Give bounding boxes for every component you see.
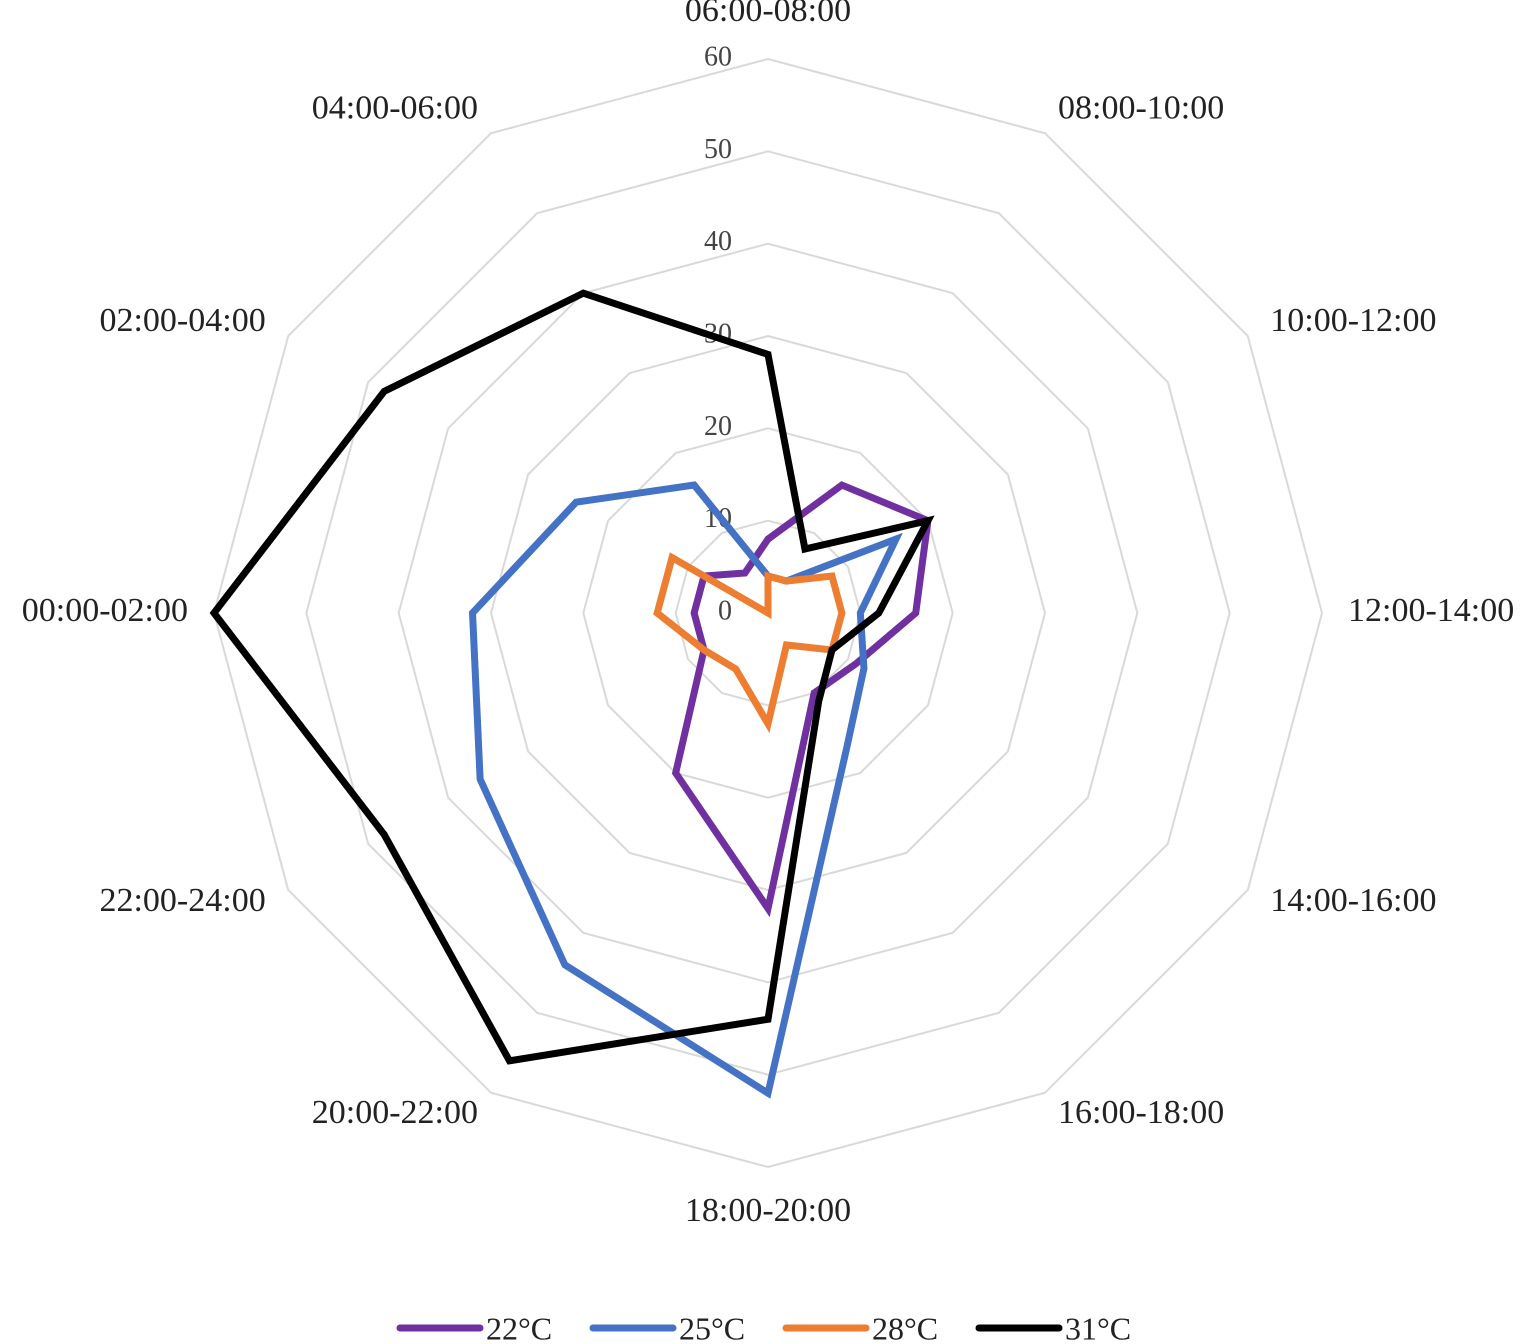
category-label: 20:00-22:00 bbox=[312, 1094, 478, 1131]
category-label: 10:00-12:00 bbox=[1270, 302, 1436, 339]
category-label: 22:00-24:00 bbox=[99, 882, 265, 919]
r-tick-label: 20 bbox=[704, 411, 732, 442]
grid-ring bbox=[212, 57, 1324, 1169]
grid-ring bbox=[489, 334, 1047, 892]
series-line bbox=[209, 289, 935, 1065]
grid-ring bbox=[397, 242, 1139, 984]
series-line bbox=[653, 552, 846, 734]
category-label: 04:00-06:00 bbox=[312, 90, 478, 127]
legend-label: 31°C bbox=[1065, 1310, 1131, 1344]
r-tick-label: 60 bbox=[704, 41, 732, 72]
r-tick-label: 40 bbox=[704, 226, 732, 257]
legend-label: 22°C bbox=[486, 1310, 552, 1344]
legend-label: 28°C bbox=[872, 1310, 938, 1344]
category-label: 02:00-04:00 bbox=[99, 302, 265, 339]
category-label: 14:00-16:00 bbox=[1270, 882, 1436, 919]
category-label: 16:00-18:00 bbox=[1058, 1094, 1224, 1131]
category-label: 12:00-14:00 bbox=[1348, 592, 1514, 629]
r-tick-label: 0 bbox=[718, 595, 732, 626]
grid-ring bbox=[305, 150, 1231, 1076]
category-label: 18:00-20:00 bbox=[685, 1192, 851, 1229]
r-tick-label: 50 bbox=[704, 134, 732, 165]
category-label: 08:00-10:00 bbox=[1058, 90, 1224, 127]
series-line bbox=[468, 481, 903, 1099]
legend-label: 25°C bbox=[679, 1310, 745, 1344]
category-label: 06:00-08:00 bbox=[685, 0, 851, 29]
category-label: 00:00-02:00 bbox=[22, 592, 188, 629]
